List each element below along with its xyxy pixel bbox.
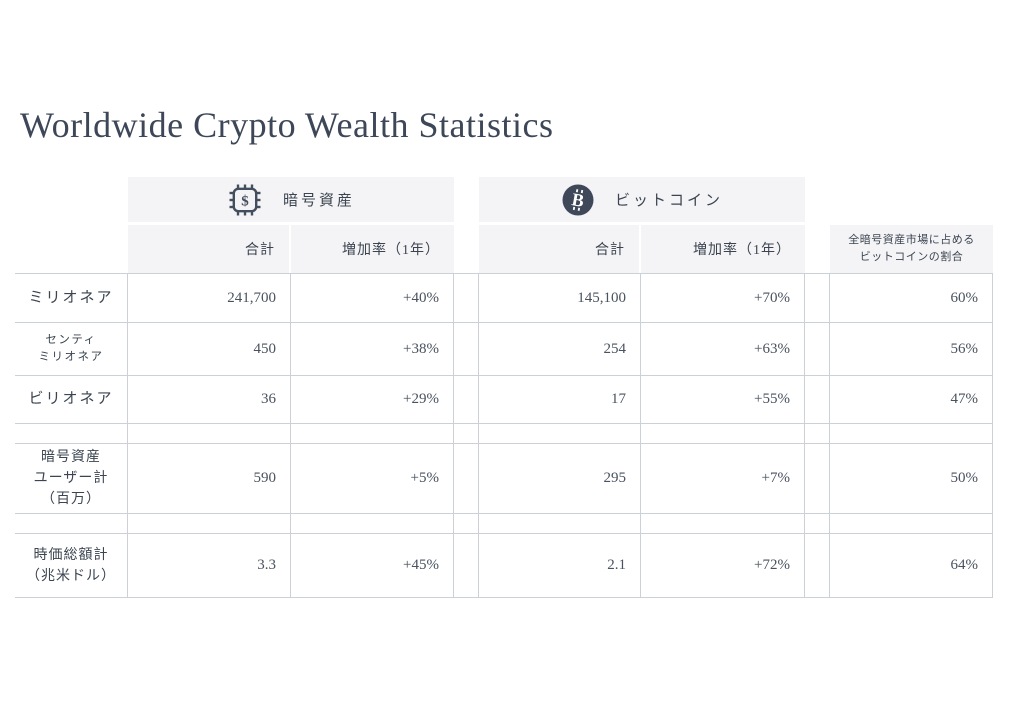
group-header-crypto: $ 暗号資産: [128, 177, 454, 222]
separator-row: [479, 513, 641, 533]
spacer-cell: [805, 443, 830, 513]
spacer-cell: [454, 375, 479, 423]
group-label-crypto: 暗号資産: [282, 193, 355, 209]
value-btc-total: 2.1: [479, 533, 641, 598]
col-header-btc-growth: 増加率（1年）: [641, 225, 805, 273]
page-title: Worldwide Crypto Wealth Statistics: [20, 105, 554, 145]
separator-row: [805, 423, 830, 443]
separator-row: [454, 423, 479, 443]
value-btc-growth: +55%: [641, 375, 805, 423]
value-crypto-growth: +38%: [291, 322, 454, 375]
spacer-cell: [805, 533, 830, 598]
value-btc-share: 56%: [830, 322, 993, 375]
value-btc-share: 50%: [830, 443, 993, 513]
col-header-btc-share: 全暗号資産市場に占める ビットコインの割合: [830, 225, 993, 273]
value-btc-share: 47%: [830, 375, 993, 423]
separator-row: [291, 513, 454, 533]
separator-row: [128, 513, 291, 533]
value-btc-growth: +72%: [641, 533, 805, 598]
value-crypto-total: 590: [128, 443, 291, 513]
col-header-crypto-total: 合計: [128, 225, 289, 273]
group-header-bitcoin: B ビットコイン: [479, 177, 805, 222]
value-crypto-growth: +29%: [291, 375, 454, 423]
bitcoin-icon: B: [561, 183, 595, 217]
spacer-cell: [805, 273, 830, 322]
spacer-cell: [454, 533, 479, 598]
value-btc-growth: +63%: [641, 322, 805, 375]
value-crypto-total: 450: [128, 322, 291, 375]
value-btc-total: 17: [479, 375, 641, 423]
row-label-millionaires: ミリオネア: [15, 273, 128, 322]
separator-row: [291, 423, 454, 443]
separator-row: [15, 513, 128, 533]
separator-row: [479, 423, 641, 443]
separator-row: [830, 513, 993, 533]
value-btc-total: 295: [479, 443, 641, 513]
value-btc-share: 60%: [830, 273, 993, 322]
row-label-billionaires: ビリオネア: [15, 375, 128, 423]
row-label-market-cap: 時価総額計 （兆米ドル）: [15, 533, 128, 598]
spacer-cell: [454, 273, 479, 322]
spacer-cell: [805, 375, 830, 423]
svg-text:$: $: [241, 193, 249, 209]
value-btc-share: 64%: [830, 533, 993, 598]
value-btc-total: 254: [479, 322, 641, 375]
value-crypto-total: 241,700: [128, 273, 291, 322]
svg-text:B: B: [570, 189, 585, 211]
value-btc-total: 145,100: [479, 273, 641, 322]
value-crypto-growth: +40%: [291, 273, 454, 322]
separator-row: [641, 423, 805, 443]
row-label-centi-millionaires: センティ ミリオネア: [15, 322, 128, 375]
separator-row: [15, 423, 128, 443]
value-crypto-total: 36: [128, 375, 291, 423]
value-btc-growth: +70%: [641, 273, 805, 322]
col-header-crypto-growth: 増加率（1年）: [291, 225, 454, 273]
value-crypto-total: 3.3: [128, 533, 291, 598]
spacer-cell: [454, 443, 479, 513]
separator-row: [641, 513, 805, 533]
spacer-cell: [805, 322, 830, 375]
separator-row: [805, 513, 830, 533]
separator-row: [454, 513, 479, 533]
separator-row: [830, 423, 993, 443]
separator-row: [128, 423, 291, 443]
crypto-wealth-table: $ 暗号資産 B ビットコイン 合: [15, 177, 993, 598]
row-label-crypto-users: 暗号資産 ユーザー計 （百万）: [15, 443, 128, 513]
value-btc-growth: +7%: [641, 443, 805, 513]
col-header-btc-total: 合計: [479, 225, 639, 273]
spacer-cell: [454, 322, 479, 375]
value-crypto-growth: +5%: [291, 443, 454, 513]
group-label-bitcoin: ビットコイン: [614, 193, 723, 209]
chip-dollar-icon: $: [227, 182, 263, 218]
value-crypto-growth: +45%: [291, 533, 454, 598]
